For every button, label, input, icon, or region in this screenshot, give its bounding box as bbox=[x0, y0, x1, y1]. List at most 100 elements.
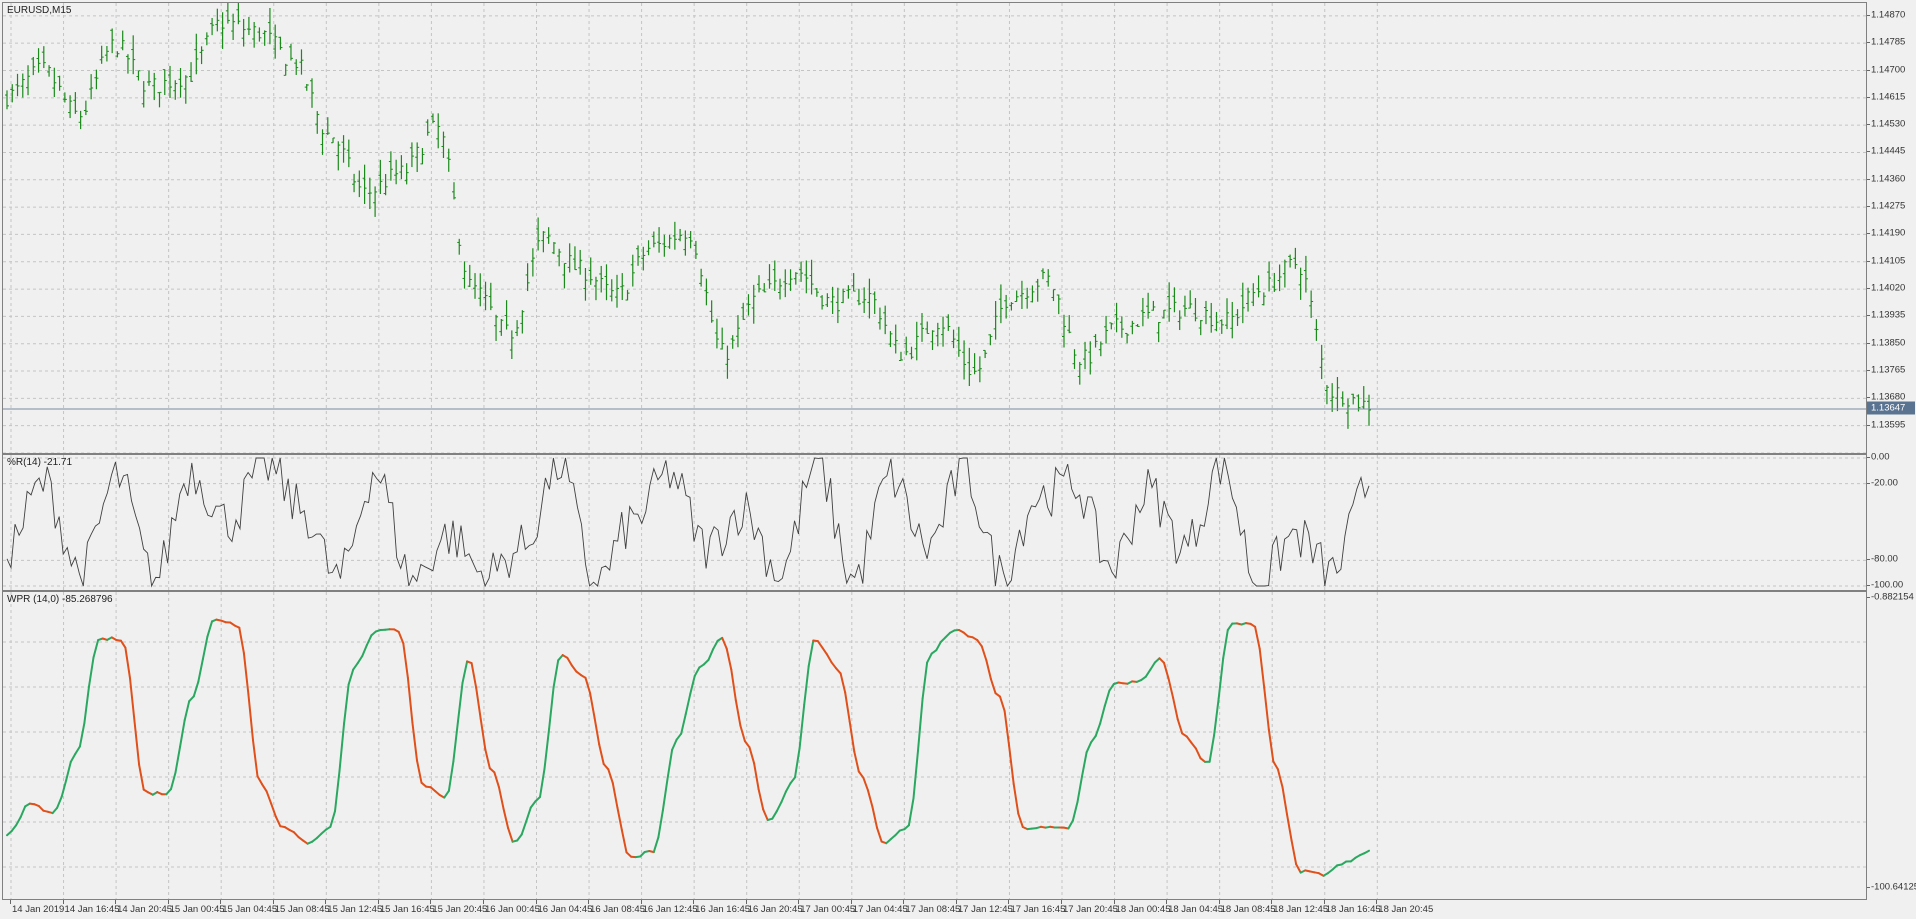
price-bar bbox=[451, 182, 456, 200]
price-bar bbox=[1261, 292, 1266, 306]
price-bar bbox=[1214, 311, 1219, 332]
price-bar bbox=[1025, 287, 1030, 309]
price-bar bbox=[1146, 292, 1151, 319]
price-bar bbox=[814, 288, 819, 297]
price-bar bbox=[430, 113, 435, 124]
price-bar bbox=[525, 263, 530, 292]
wpr-rising-segment bbox=[1076, 775, 1083, 803]
wpr-rising-segment bbox=[639, 851, 646, 858]
price-bar bbox=[551, 242, 556, 255]
wpr-falling-segment bbox=[411, 721, 418, 762]
wpr-rising-segment bbox=[461, 660, 469, 684]
custom-wpr-panel[interactable]: WPR (14,0) -85.268796 bbox=[2, 591, 1867, 900]
wpr-falling-segment bbox=[274, 815, 282, 828]
axis-tick bbox=[1867, 585, 1870, 586]
custom-wpr-axis[interactable]: -0.882154 -100.641259 bbox=[1867, 591, 1916, 898]
wpr-falling-segment bbox=[238, 626, 245, 655]
price-bar bbox=[252, 21, 257, 48]
price-bar bbox=[1004, 294, 1009, 319]
wpr-rising-segment bbox=[939, 636, 947, 643]
wpr-falling-segment bbox=[816, 640, 824, 649]
price-bar bbox=[714, 318, 719, 349]
price-bar bbox=[730, 335, 735, 349]
price-bar bbox=[667, 234, 672, 249]
time-axis-label: 17 Jan 08:45 bbox=[905, 904, 961, 915]
wpr-axis[interactable]: 0.00 -20.00 -80.00 -100.00 bbox=[1867, 452, 1916, 591]
price-axis[interactable]: 1.14870 1.14785 1.14700 1.14615 1.14530 1.144… bbox=[1867, 2, 1916, 452]
price-bar bbox=[26, 65, 31, 96]
time-tick bbox=[62, 900, 64, 904]
price-axis-label: 1.14785 bbox=[1871, 36, 1906, 48]
wpr-falling-segment bbox=[757, 788, 765, 811]
price-bar bbox=[210, 17, 215, 36]
price-bar bbox=[52, 67, 57, 98]
wpr-rising-segment bbox=[657, 809, 664, 839]
price-bar bbox=[483, 281, 488, 311]
wpr-indicator-panel[interactable]: %R(14) -21.71 bbox=[2, 454, 1867, 591]
wpr-rising-segment bbox=[65, 760, 72, 782]
wpr-falling-segment bbox=[420, 781, 428, 788]
price-bar bbox=[1019, 280, 1024, 309]
wpr-rising-segment bbox=[661, 778, 669, 812]
price-bar bbox=[809, 259, 814, 295]
price-axis-label: 1.14360 bbox=[1871, 173, 1906, 185]
price-bar bbox=[315, 111, 320, 134]
wpr-rising-segment bbox=[78, 721, 86, 748]
price-bar bbox=[278, 36, 283, 50]
time-axis-label: 18 Jan 08:45 bbox=[1220, 904, 1276, 915]
price-bar bbox=[951, 329, 956, 349]
time-tick bbox=[693, 900, 695, 904]
price-bar bbox=[583, 268, 588, 301]
price-bar bbox=[1282, 259, 1287, 288]
wpr-rising-segment bbox=[356, 655, 364, 665]
wpr-falling-segment bbox=[397, 630, 405, 645]
price-bar bbox=[131, 35, 136, 75]
wpr-falling-segment bbox=[1012, 783, 1020, 815]
time-axis-label: 15 Jan 04:45 bbox=[222, 904, 278, 915]
price-bar bbox=[630, 254, 635, 287]
wpr-rising-segment bbox=[926, 652, 933, 664]
price-bar bbox=[972, 353, 977, 375]
wpr-rising-segment bbox=[889, 834, 897, 841]
price-bar bbox=[1182, 295, 1187, 317]
price-bar bbox=[783, 269, 788, 298]
wpr-falling-segment bbox=[470, 662, 478, 689]
wpr-rising-segment bbox=[1081, 751, 1088, 778]
price-bar bbox=[893, 324, 898, 354]
price-bar bbox=[567, 243, 572, 273]
wpr-falling-segment bbox=[242, 652, 250, 696]
price-bar bbox=[1167, 282, 1172, 322]
price-bar bbox=[925, 321, 930, 335]
price-chart-panel[interactable]: EURUSD,M15 bbox=[2, 2, 1867, 454]
wpr-falling-segment bbox=[429, 786, 437, 793]
price-bar bbox=[141, 81, 146, 108]
wpr-rising-segment bbox=[1331, 864, 1339, 871]
current-price-tag: 1.13647 bbox=[1867, 401, 1915, 415]
time-tick bbox=[430, 900, 432, 904]
price-bar bbox=[862, 287, 867, 314]
price-bar bbox=[930, 330, 935, 351]
axis-tick bbox=[1867, 315, 1870, 317]
axis-tick bbox=[1867, 42, 1870, 44]
price-bar bbox=[562, 262, 567, 289]
price-bar bbox=[157, 91, 162, 108]
price-bar bbox=[47, 65, 52, 77]
price-bar bbox=[31, 56, 36, 76]
price-bar bbox=[725, 345, 730, 379]
wpr-rising-segment bbox=[334, 770, 341, 813]
price-bar bbox=[741, 302, 746, 320]
wpr-falling-segment bbox=[739, 724, 746, 743]
price-bar bbox=[515, 320, 520, 337]
price-bar bbox=[620, 273, 625, 301]
price-bar bbox=[872, 291, 877, 315]
price-bar bbox=[215, 8, 220, 32]
wpr-rising-segment bbox=[789, 776, 796, 785]
price-axis-label: 1.14445 bbox=[1871, 145, 1906, 157]
wpr-falling-segment bbox=[1194, 747, 1202, 760]
time-axis-label: 15 Jan 08:45 bbox=[274, 904, 330, 915]
price-bar bbox=[378, 159, 383, 195]
wpr-falling-segment bbox=[498, 786, 505, 810]
price-bar bbox=[399, 155, 404, 180]
wpr-falling-segment bbox=[821, 646, 828, 656]
price-bar bbox=[1324, 385, 1329, 405]
